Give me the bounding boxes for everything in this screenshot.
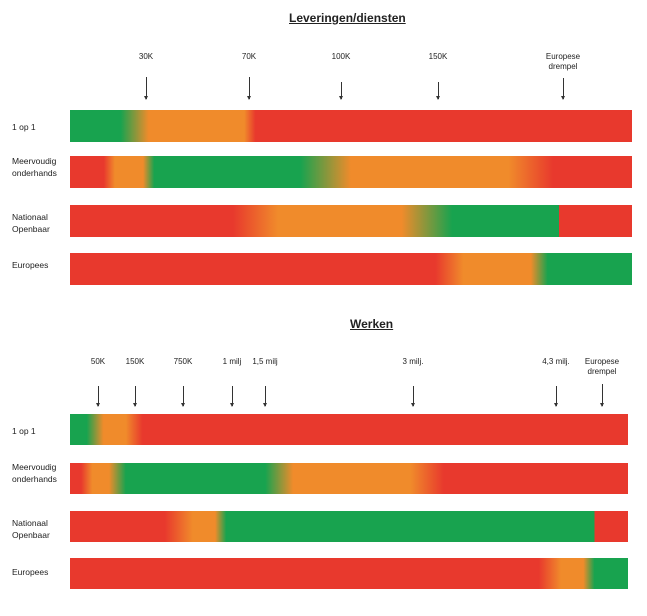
threshold-arrow [133, 386, 137, 407]
section-title: Werken [350, 317, 394, 331]
threshold-label: 150K [125, 357, 145, 366]
threshold-label: 1,5 milj [252, 357, 278, 366]
threshold-arrow [554, 386, 558, 407]
threshold-arrow [181, 386, 185, 407]
threshold-arrow [263, 386, 267, 407]
threshold-label: 750K [173, 357, 193, 366]
threshold-arrow [247, 77, 251, 100]
procedure-label: 1 op 1 [12, 426, 36, 436]
threshold-arrow [230, 386, 234, 407]
threshold-label: 100K [331, 52, 351, 61]
threshold-label: Europese drempel [545, 52, 581, 71]
procedure-bar [70, 463, 628, 494]
threshold-label: 30K [138, 52, 154, 61]
threshold-label: 1 milj [222, 357, 242, 366]
procedure-label: 1 op 1 [12, 122, 36, 132]
procedure-bar [70, 156, 632, 188]
threshold-arrow [600, 384, 604, 407]
procedure-bar [70, 511, 628, 542]
procedure-label: Nationaal Openbaar [12, 212, 50, 234]
threshold-arrow [339, 82, 343, 100]
procedure-label: Europees [12, 260, 49, 270]
threshold-arrow [96, 386, 100, 407]
procedure-bar [70, 205, 632, 237]
section-title: Leveringen/diensten [289, 11, 406, 25]
threshold-label: Europese drempel [584, 357, 620, 376]
procedure-bar [70, 110, 632, 142]
threshold-label: 3 milj. [402, 357, 424, 366]
threshold-label: 70K [241, 52, 257, 61]
procedure-label: Meervoudig onderhands [12, 156, 57, 178]
threshold-label: 50K [90, 357, 106, 366]
threshold-arrow [411, 386, 415, 407]
procedure-bar [70, 253, 632, 285]
procedure-label: Nationaal Openbaar [12, 518, 50, 540]
threshold-arrow [561, 78, 565, 100]
threshold-label: 150K [428, 52, 448, 61]
threshold-arrow [144, 77, 148, 100]
procedure-bar [70, 414, 628, 445]
threshold-arrow [436, 82, 440, 100]
threshold-label: 4,3 milj. [542, 357, 570, 366]
procedure-label: Meervoudig onderhands [12, 462, 57, 484]
procedure-bar [70, 558, 628, 589]
procedure-label: Europees [12, 567, 49, 577]
